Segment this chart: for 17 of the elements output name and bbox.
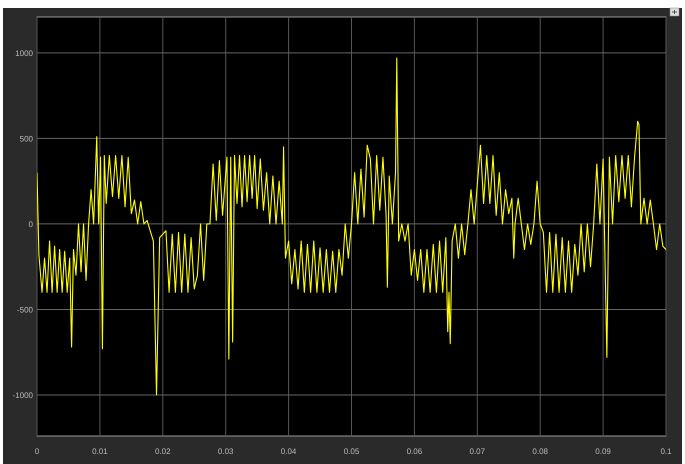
- x-tick-label: 0: [34, 447, 40, 456]
- y-tick-label: -1000: [12, 390, 34, 400]
- x-tick-label: 0.03: [218, 447, 234, 456]
- x-tick-label: 0.04: [280, 447, 297, 456]
- y-tick-label: 1000: [15, 48, 34, 58]
- x-tick-label: 0.1: [660, 447, 672, 456]
- y-tick-label: -500: [16, 305, 34, 314]
- line-series: [37, 57, 666, 396]
- x-tick-label: 0.07: [470, 447, 486, 456]
- y-tick-label: 500: [20, 134, 34, 144]
- y-tick-label: 0: [28, 220, 34, 229]
- x-tick-label: 0.01: [92, 447, 108, 456]
- x-tick-label: 0.02: [155, 447, 172, 456]
- x-tick-label: 0.08: [532, 447, 549, 456]
- x-tick-label: 0.06: [406, 447, 423, 456]
- x-tick-label: 0.09: [595, 447, 612, 456]
- x-tick-label: 0.05: [344, 447, 360, 456]
